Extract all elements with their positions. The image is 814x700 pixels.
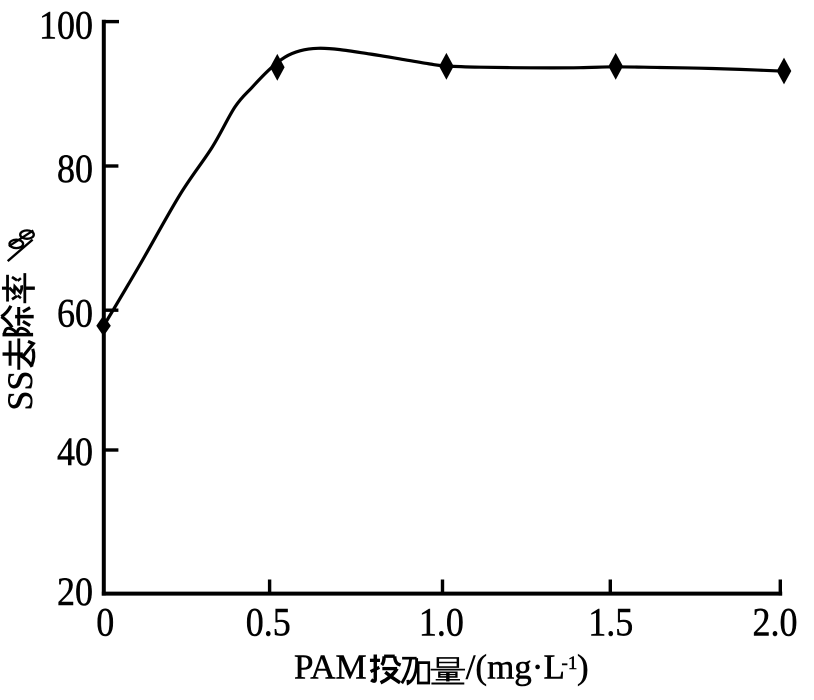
svg-text:80: 80 xyxy=(57,147,93,191)
svg-text:-1: -1 xyxy=(562,653,578,674)
svg-text:1.0: 1.0 xyxy=(419,601,464,645)
svg-text:0.5: 0.5 xyxy=(246,601,291,645)
svg-text:100: 100 xyxy=(39,4,93,48)
svg-text:1.5: 1.5 xyxy=(588,601,633,645)
svg-text:60: 60 xyxy=(57,292,93,336)
svg-text:/(mg·L: /(mg·L xyxy=(466,648,565,687)
svg-text:0: 0 xyxy=(96,601,114,645)
svg-text:20: 20 xyxy=(57,570,93,614)
svg-text:): ) xyxy=(577,648,589,687)
svg-text:SS: SS xyxy=(0,371,40,411)
svg-text:40: 40 xyxy=(57,430,93,474)
svg-text:2.0: 2.0 xyxy=(753,601,798,645)
svg-text:PAM: PAM xyxy=(294,648,367,687)
